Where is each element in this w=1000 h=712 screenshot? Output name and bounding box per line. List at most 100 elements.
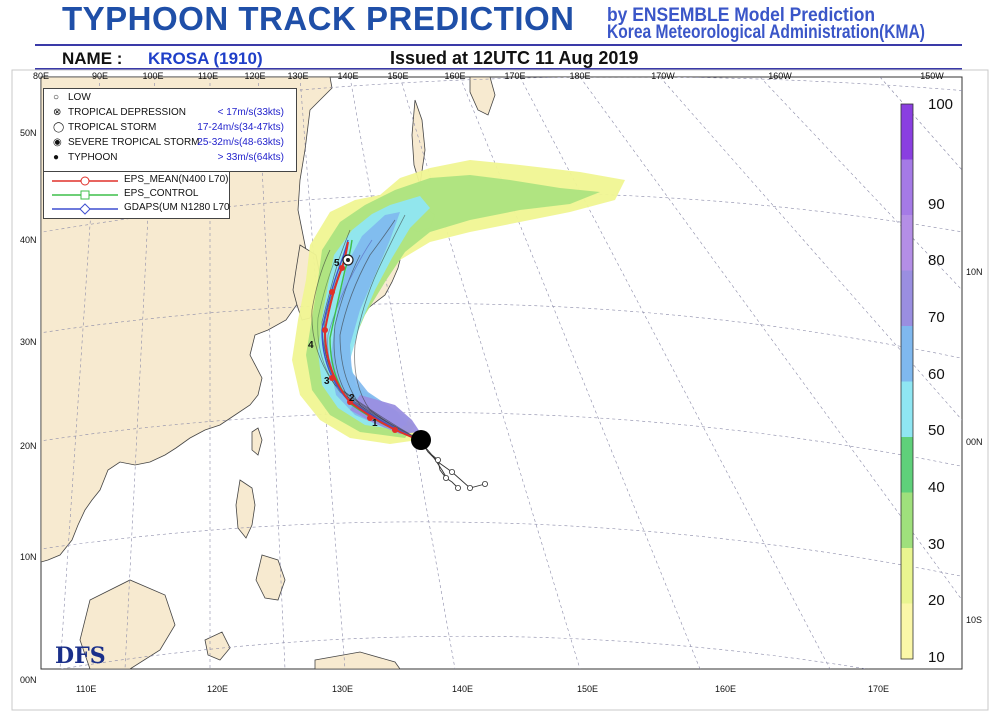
colorbar-segment <box>901 548 913 604</box>
kamchatka <box>469 77 496 116</box>
low-icon: ○ <box>53 92 60 103</box>
leftlat-5: 00N <box>20 675 37 685</box>
name-label: NAME : <box>62 49 123 68</box>
legend-track-gdaps: GDAPS(UM N1280 L70 <box>44 202 230 216</box>
colorbar-tick-40: 40 <box>928 479 945 496</box>
toplon-13: 150W <box>920 71 944 81</box>
toplon-12: 160W <box>768 71 792 81</box>
toplon-3: 110E <box>197 71 219 81</box>
toplon-9: 170E <box>504 71 526 81</box>
day-label-2: 2 <box>349 393 355 404</box>
botlon-3: 140E <box>452 684 474 694</box>
colorbar-tick-50: 50 <box>928 422 945 440</box>
taiwan <box>251 427 263 456</box>
current-position-typhoon-icon <box>411 430 431 450</box>
legend-label-ts: TROPICAL STORM <box>68 122 157 133</box>
severe-tropical-storm-icon: ◉ <box>53 137 62 148</box>
legend-track-mean: EPS_MEAN(N400 L70) <box>44 174 229 188</box>
legend-track-gdaps-label: GDAPS(UM N1280 L70 <box>124 202 230 213</box>
botlon-4: 150E <box>577 684 599 694</box>
legend-label-td: TROPICAL DEPRESSION <box>68 107 186 118</box>
botlon-2: 130E <box>332 684 354 694</box>
luzon <box>235 479 256 539</box>
colorbar-segment <box>901 603 913 659</box>
legend-row-ts: ◯ TROPICAL STORM 17-24m/s(34-47kts) <box>44 122 294 136</box>
page-title: TYPHOON TRACK PREDICTION <box>62 0 575 37</box>
agency-byline: Korea Meteorological Administration(KMA) <box>607 22 925 43</box>
typhoon-name: KROSA (1910) <box>148 49 263 68</box>
toplon-0: 80E <box>32 71 50 81</box>
legend-label-ty: TYPHOON <box>68 152 118 163</box>
header-divider-bottom <box>35 68 962 70</box>
botlon-5: 160E <box>715 684 737 694</box>
day-label-5: 5 <box>334 258 340 269</box>
toplon-11: 170W <box>651 71 675 81</box>
leftlat-2: 30N <box>20 337 37 347</box>
legend-value-td: < 17m/s(33kts) <box>217 107 284 118</box>
legend-track-control: EPS_CONTROL <box>44 188 229 202</box>
day-label-4: 4 <box>308 340 314 351</box>
colorbar-tick-70: 70 <box>928 309 945 326</box>
intensity-legend: ○ LOW ⊗ TROPICAL DEPRESSION < 17m/s(33kt… <box>43 88 297 172</box>
toplon-8: 160E <box>444 71 466 81</box>
legend-row-ty: ● TYPHOON > 33m/s(64kts) <box>44 152 294 166</box>
outer-frame <box>11 69 989 711</box>
colorbar-tick-30: 30 <box>928 535 945 553</box>
toplon-5: 130E <box>287 71 309 81</box>
new-guinea <box>314 651 401 669</box>
colorbar-segment <box>901 492 913 548</box>
toplon-10: 180E <box>569 71 591 81</box>
tropical-storm-icon: ◯ <box>53 122 65 133</box>
colorbar-tick-10: 10 <box>928 649 945 666</box>
dfs-logo: DFS <box>55 643 106 669</box>
legend-value-ts: 17-24m/s(34-47kts) <box>197 122 284 133</box>
legend-track-mean-label: EPS_MEAN(N400 L70) <box>124 174 229 185</box>
toplon-1: 90E <box>91 71 109 81</box>
track-legend: EPS_MEAN(N400 L70) EPS_CONTROL GDAPS(UM … <box>43 171 230 219</box>
botlon-1: 120E <box>207 684 229 694</box>
typhoon-icon: ● <box>53 152 60 163</box>
leftlat-1: 40N <box>20 235 37 245</box>
colorbar-tick-80: 80 <box>928 252 945 270</box>
control-line-icon <box>52 190 118 200</box>
legend-row-td: ⊗ TROPICAL DEPRESSION < 17m/s(33kts) <box>44 107 294 121</box>
toplon-6: 140E <box>337 71 359 81</box>
legend-label-low: LOW <box>68 92 91 103</box>
botlon-6: 170E <box>868 684 890 694</box>
colorbar-segment <box>901 270 913 326</box>
legend-row-sts: ◉ SEVERE TROPICAL STORM 25-32m/s(48-63kt… <box>44 137 294 151</box>
colorbar-segment <box>901 159 913 215</box>
header-divider-top <box>35 44 962 46</box>
philippines-south <box>255 554 286 601</box>
legend-value-sts: 25-32m/s(48-63kts) <box>197 137 284 148</box>
past-track-points <box>434 456 488 491</box>
colorbar-frame <box>900 103 914 660</box>
leftlat-0: 50N <box>20 128 37 138</box>
model-byline: by ENSEMBLE Model Prediction <box>607 5 876 26</box>
colorbar-tick-90: 90 <box>928 195 945 213</box>
colorbar-tick-20: 20 <box>928 592 945 610</box>
colorbar-segment <box>901 326 913 382</box>
eps-mean-points <box>322 265 398 433</box>
gdaps-line-icon <box>52 203 118 215</box>
botlon-0: 110E <box>76 684 97 694</box>
colorbar-segment <box>901 381 913 437</box>
legend-value-ty: > 33m/s(64kts) <box>217 152 284 163</box>
toplon-4: 120E <box>244 71 266 81</box>
toplon-2: 100E <box>142 71 164 81</box>
legend-label-sts: SEVERE TROPICAL STORM <box>68 137 200 148</box>
colorbar-tick-100: 100 <box>928 96 954 113</box>
tropical-depression-icon: ⊗ <box>53 107 62 118</box>
colorbar-segment <box>901 437 913 493</box>
probability-colorbar <box>900 103 914 660</box>
legend-track-control-label: EPS_CONTROL <box>124 188 199 199</box>
colorbar-segment <box>901 104 913 160</box>
rightlat-2: 10S <box>966 615 983 625</box>
leftlat-3: 20N <box>20 441 37 451</box>
toplon-7: 150E <box>387 71 409 81</box>
colorbar-tick-60: 60 <box>928 365 945 383</box>
sulawesi <box>204 631 231 661</box>
mean-line-icon <box>52 176 118 186</box>
leftlat-4: 10N <box>20 552 37 562</box>
